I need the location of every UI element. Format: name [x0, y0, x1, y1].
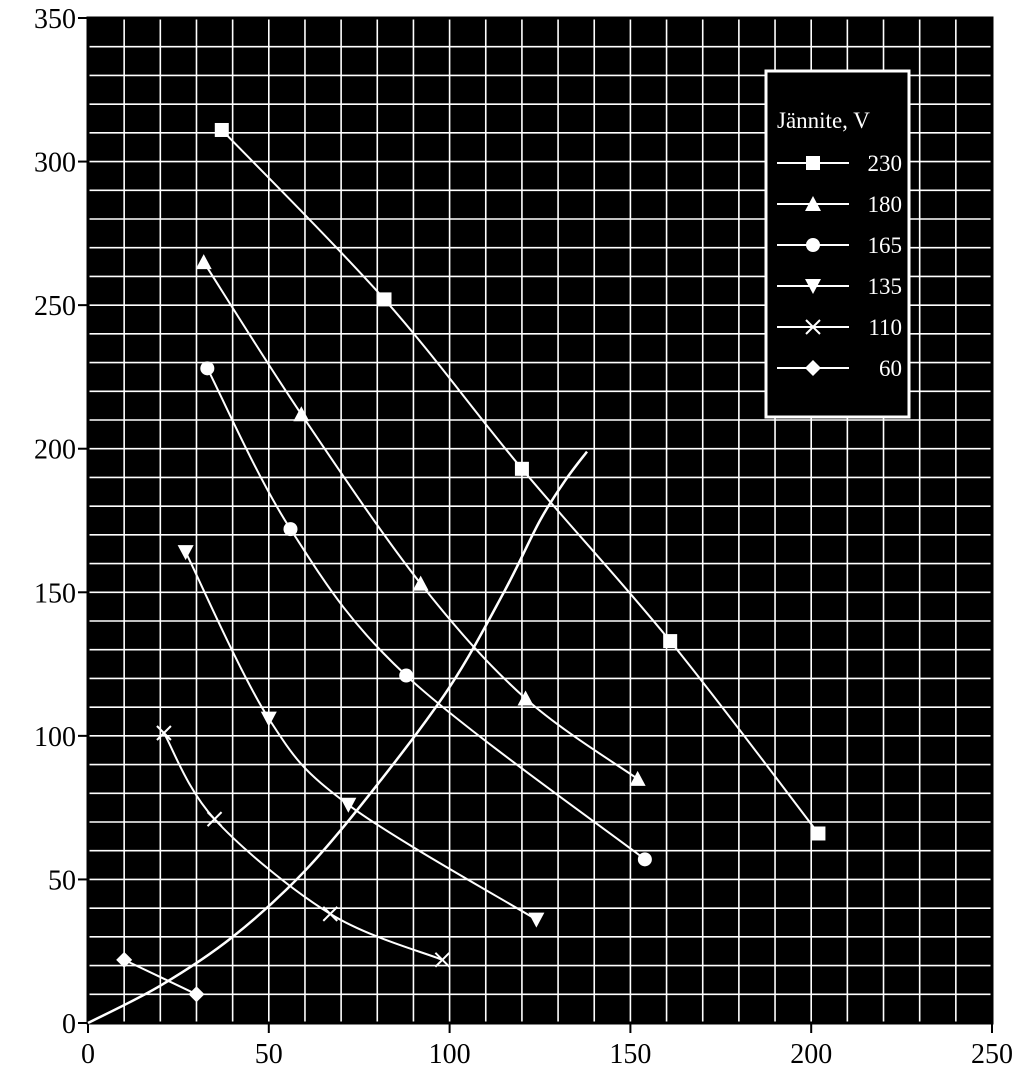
legend-marker-180	[805, 196, 821, 211]
data-point-110	[322, 906, 338, 922]
data-point-135	[528, 912, 545, 928]
legend-entry-180: 180	[777, 192, 902, 217]
legend-entry-165: 165	[777, 233, 902, 258]
data-point-165	[283, 522, 298, 537]
y-tick-label: 200	[34, 435, 76, 466]
data-point-230	[514, 461, 529, 476]
legend-label: 60	[879, 356, 902, 381]
legend-label: 180	[868, 192, 903, 217]
series-230	[214, 122, 826, 841]
x-tick-label: 250	[971, 1039, 1013, 1070]
series-line-110	[163, 732, 443, 961]
legend-label: 230	[868, 151, 903, 176]
legend-marker-230	[806, 156, 820, 170]
data-point-165	[200, 361, 215, 376]
data-point-180	[195, 254, 212, 270]
y-tick-label: 350	[34, 4, 76, 35]
data-point-110	[434, 952, 451, 968]
y-tick-label: 300	[34, 148, 76, 179]
legend-entry-135: 135	[777, 274, 902, 299]
data-point-230	[214, 122, 229, 137]
legend-label: 110	[868, 315, 902, 340]
data-point-135	[260, 711, 277, 727]
data-point-230	[663, 634, 678, 649]
legend: Jännite, V 230 180 165 135 110 60	[764, 69, 911, 419]
x-tick-label: 100	[429, 1039, 471, 1070]
series-line-165	[206, 367, 646, 861]
y-tick-label: 50	[48, 865, 76, 896]
legend-marker-110	[805, 319, 821, 335]
y-tick-label: 0	[62, 1009, 76, 1040]
legend-entry-110: 110	[777, 315, 902, 340]
series-110	[156, 725, 451, 968]
series-180	[195, 254, 646, 786]
x-tick-label: 150	[609, 1039, 651, 1070]
data-point-135	[340, 797, 357, 813]
x-tick-label: 50	[255, 1039, 283, 1070]
data-point-230	[377, 292, 392, 307]
legend-title: Jännite, V	[777, 108, 870, 133]
data-point-180	[412, 575, 429, 591]
y-tick-label: 250	[34, 291, 76, 322]
data-point-110	[156, 725, 172, 741]
legend-label: 165	[868, 233, 903, 258]
data-point-165	[637, 852, 652, 867]
axes: 0 50 100 150 200 250 0 50 100 150 200 250 300 350	[34, 4, 1013, 1070]
data-point-180	[629, 770, 646, 786]
series-165	[200, 361, 652, 867]
series-135	[177, 545, 545, 928]
legend-marker-135	[805, 279, 821, 294]
series-60	[116, 951, 205, 1003]
data-point-165	[399, 668, 414, 683]
data-point-180	[293, 406, 310, 422]
legend-marker-165	[806, 238, 820, 252]
legend-entry-230: 230	[777, 151, 902, 176]
y-tick-label: 100	[34, 722, 76, 753]
data-point-180	[517, 690, 534, 706]
data-point-135	[177, 545, 194, 561]
x-tick-label: 200	[790, 1039, 832, 1070]
data-point-230	[811, 826, 826, 841]
data-point-60	[116, 951, 133, 968]
legend-marker-60	[805, 360, 821, 376]
series-line-135	[184, 551, 537, 921]
y-tick-label: 150	[34, 578, 76, 609]
grid	[87, 17, 993, 1024]
operating-curve-line	[87, 450, 589, 1025]
legend-entry-60: 60	[777, 356, 902, 381]
data-point-110	[206, 811, 223, 827]
x-tick-label: 0	[81, 1039, 95, 1070]
plot-frame	[86, 16, 994, 1025]
series-line-180	[202, 261, 639, 780]
data-point-60	[188, 986, 205, 1003]
legend-label: 135	[868, 274, 903, 299]
series	[87, 122, 826, 1025]
